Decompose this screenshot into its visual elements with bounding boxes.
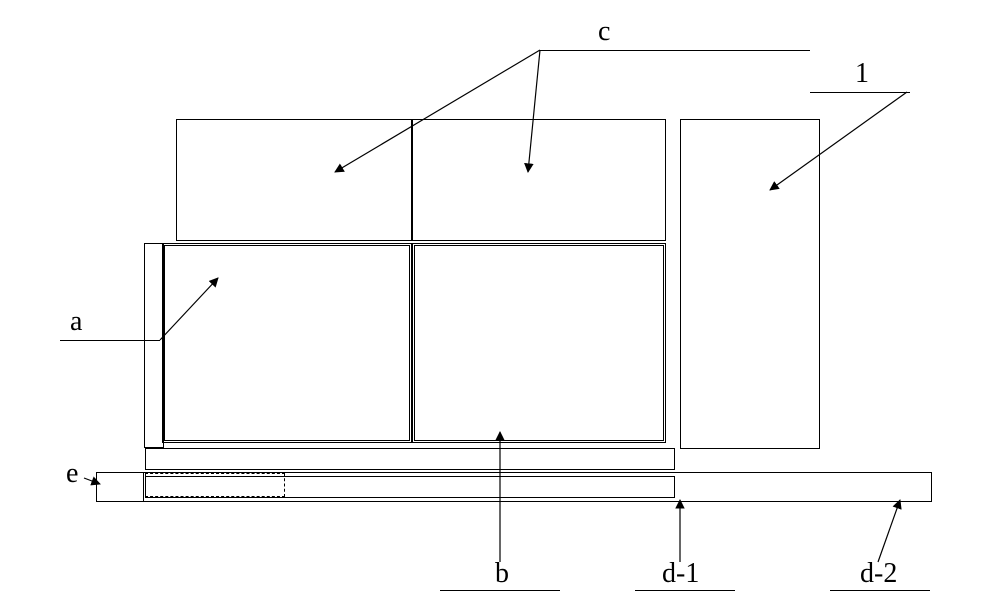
arrow-c-right <box>528 50 540 172</box>
arrow-d2 <box>878 500 900 562</box>
arrow-1 <box>770 92 907 190</box>
arrow-a <box>160 278 218 340</box>
diagram-canvas: c 1 a e b d-1 d-2 <box>0 0 1000 605</box>
arrow-layer <box>0 0 1000 605</box>
arrow-e <box>84 478 100 484</box>
arrow-c-left <box>335 50 540 172</box>
